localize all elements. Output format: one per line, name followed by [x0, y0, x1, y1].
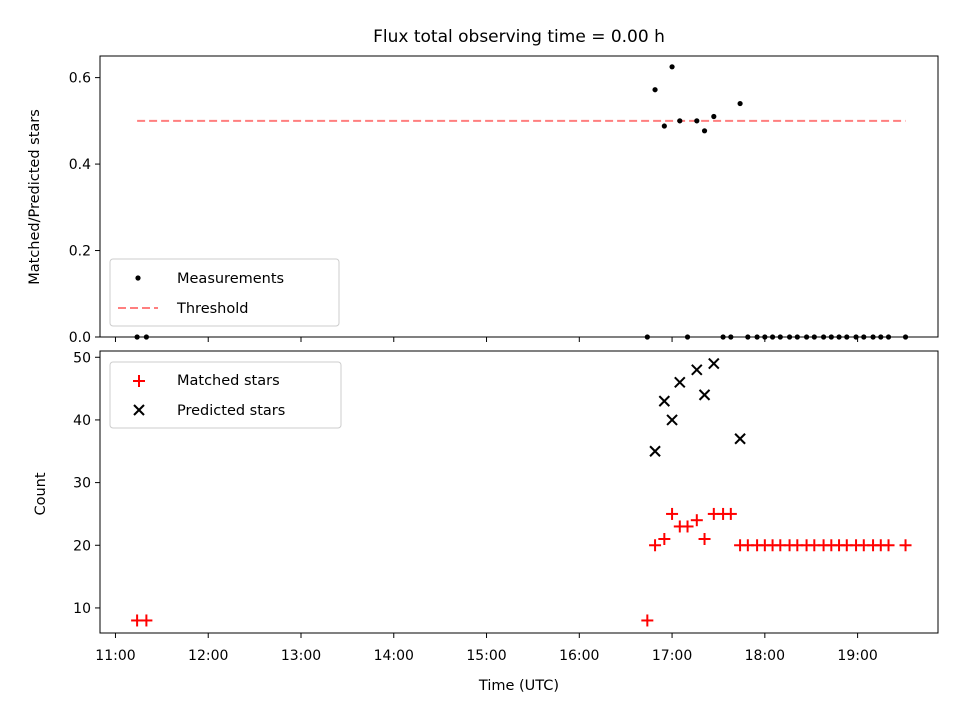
bottom-plot-frame — [99, 350, 939, 634]
bottom-y-tick-label: 20 — [73, 538, 91, 554]
legend-threshold-label: Threshold — [176, 301, 248, 317]
top-legend-box — [109, 258, 340, 327]
matched-star-point — [724, 507, 737, 520]
x-axis-label: Time (UTC) — [478, 678, 559, 694]
top-y-tick-label: 0.6 — [69, 71, 91, 87]
matched-star-point — [649, 539, 662, 552]
x-tick-label: 15:00 — [466, 648, 506, 664]
bottom-x-axis: 11:00 12:00 13:00 14:00 15:00 16:00 17:00 18:00… — [95, 633, 878, 664]
legend-measurements-label: Measurements — [177, 271, 284, 287]
legend-predicted-label: Predicted stars — [177, 403, 285, 419]
predicted-star-stroke — [698, 389, 711, 401]
bottom-legend-box — [109, 361, 342, 429]
measurement-point — [669, 64, 675, 70]
x-tick-label: 18:00 — [745, 648, 785, 664]
top-plot-frame — [99, 55, 939, 338]
top-y-tick-label: 0.0 — [69, 330, 91, 346]
bottom-y-tick-label: 50 — [73, 350, 91, 366]
predicted-star-stroke — [708, 357, 720, 370]
matched-star-point — [641, 614, 654, 627]
predicted-star-stroke — [734, 433, 746, 445]
top-y-axis-label: Matched/Predicted stars — [27, 109, 43, 285]
top-panel: Flux total observing time = 0.00 h Match… — [27, 27, 939, 346]
matched-star-point — [658, 533, 671, 545]
top-y-axis: 0.0 0.2 0.4 0.6 — [69, 71, 100, 346]
top-y-tick-label: 0.2 — [69, 244, 91, 260]
bottom-y-tick-label: 10 — [73, 601, 91, 617]
predicted-star-stroke — [691, 364, 703, 376]
matched-star-point — [690, 514, 703, 527]
legend-predicted-marker — [133, 404, 145, 416]
predicted-star-point — [649, 445, 661, 457]
matched-star-point — [666, 507, 679, 520]
measurement-point — [737, 100, 743, 107]
x-tick-label: 19:00 — [837, 648, 877, 664]
matched-star-point — [899, 539, 912, 552]
legend-matched-label: Matched stars — [177, 373, 280, 389]
predicted-star-stroke — [658, 395, 671, 407]
measurement-point — [701, 128, 708, 134]
top-legend[interactable]: Measurements Threshold — [109, 258, 340, 327]
predicted-star-stroke — [674, 376, 686, 389]
predicted-star-point — [691, 364, 703, 376]
measurement-point — [694, 118, 700, 124]
predicted-star-point — [666, 414, 678, 426]
top-y-tick-label: 0.4 — [69, 157, 91, 173]
measurement-point — [652, 87, 658, 93]
x-tick-label: 13:00 — [281, 648, 321, 664]
measurement-point — [661, 123, 667, 129]
x-tick-label: 14:00 — [374, 648, 414, 664]
matched-star-point — [698, 533, 711, 545]
bottom-y-axis-label: Count — [33, 472, 49, 515]
chart-title: Flux total observing time = 0.00 h — [373, 27, 665, 47]
measurement-point — [711, 113, 717, 120]
predicted-star-point — [698, 389, 711, 401]
predicted-star-point — [658, 395, 671, 407]
matched-star-point — [882, 539, 895, 552]
predicted-star-point — [708, 357, 720, 370]
predicted-star-stroke — [649, 445, 661, 457]
bottom-y-tick-label: 30 — [73, 476, 91, 492]
matched-star-point — [681, 520, 694, 533]
bottom-y-tick-label: 40 — [73, 413, 91, 429]
measurement-point — [677, 118, 683, 124]
predicted-star-stroke — [666, 414, 678, 426]
x-tick-label: 16:00 — [559, 648, 599, 664]
bottom-panel: Count Time (UTC) 10 20 30 40 50 11:00 12:00 13… — [33, 350, 939, 694]
predicted-star-point — [734, 433, 746, 445]
bottom-y-axis: 10 20 30 40 50 — [73, 350, 100, 617]
bottom-plot-area — [131, 357, 912, 627]
bottom-legend[interactable]: Matched stars Predicted stars — [109, 361, 342, 429]
matched-star-point — [140, 614, 153, 627]
x-tick-label: 12:00 — [188, 648, 228, 664]
predicted-star-point — [674, 376, 686, 389]
legend-matched-marker — [133, 375, 145, 387]
x-tick-label: 11:00 — [95, 648, 135, 664]
legend-measurements-marker — [135, 275, 141, 281]
x-tick-label: 17:00 — [652, 648, 692, 664]
